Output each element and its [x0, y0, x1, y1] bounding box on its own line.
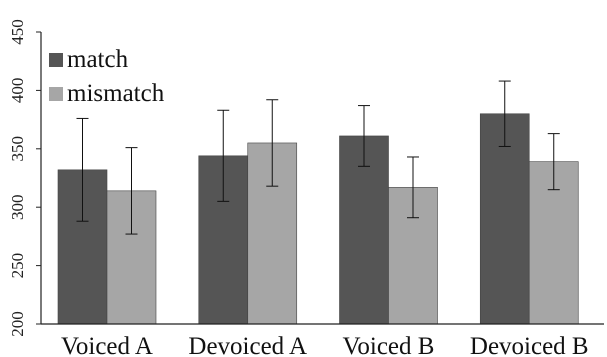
y-tick-label-450: 450: [8, 19, 27, 45]
axes: [40, 32, 604, 325]
bars: [57, 113, 579, 325]
y-tick-label-400: 400: [8, 78, 27, 104]
y-tick-label-300: 300: [8, 194, 27, 220]
x-tick-label-0: Voiced A: [61, 333, 153, 357]
y-tick-label-350: 350: [8, 136, 27, 162]
x-tick-label-2: Voiced B: [343, 333, 435, 357]
legend-label-match: match: [67, 46, 129, 73]
x-tick-label-1: Devoiced A: [188, 333, 307, 357]
legend-label-mismatch: mismatch: [67, 80, 165, 107]
legend: match mismatch: [49, 46, 165, 107]
y-ticks: 200 250 300 350 400 450: [8, 19, 41, 337]
bar-match-3: [479, 113, 530, 325]
error-bars: [76, 80, 560, 235]
legend-swatch-mismatch: [49, 87, 63, 101]
x-tick-labels: Voiced A Devoiced A Voiced B Devoiced B: [61, 333, 589, 357]
legend-swatch-match: [49, 53, 63, 67]
y-tick-label-250: 250: [8, 253, 27, 279]
y-tick-label-200: 200: [8, 311, 27, 337]
x-tick-label-3: Devoiced B: [470, 333, 589, 357]
